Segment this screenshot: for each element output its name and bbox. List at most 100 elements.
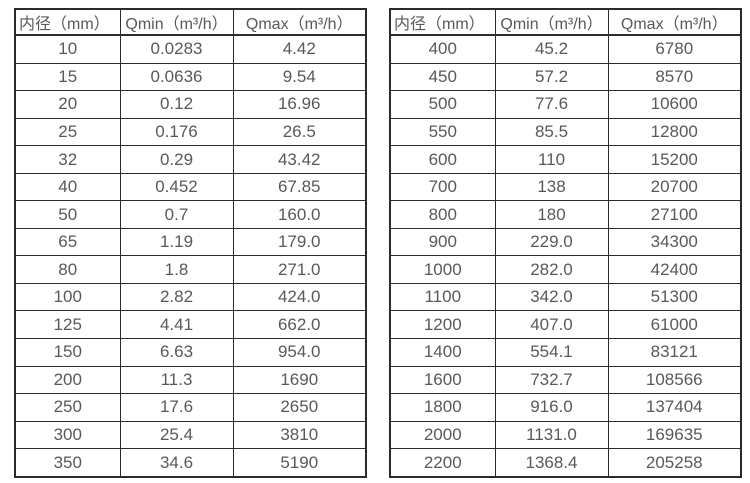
- table-cell: 229.0: [494, 227, 609, 257]
- table-cell: 500: [389, 90, 496, 119]
- table-cell: 1100: [389, 282, 496, 312]
- table-cell: 2000: [389, 420, 496, 450]
- table-row: 350 34.6 5190: [14, 448, 367, 478]
- table-row: 25 0.176 26.5: [14, 117, 367, 147]
- table-cell: 3810: [232, 420, 367, 450]
- table-cell: 125: [14, 310, 121, 339]
- table-row: 100 2.82 424.0: [14, 282, 367, 312]
- table-cell: 282.0: [494, 255, 609, 284]
- table-cell: 34300: [607, 227, 742, 257]
- header-row: 内径（mm） Qmin（m³/h） Qmax（m³/h）: [14, 8, 367, 36]
- table-cell: 15200: [607, 145, 742, 174]
- table-cell: 110: [494, 145, 609, 174]
- column-header: Qmin（m³/h）: [494, 8, 609, 36]
- table-cell: 0.12: [119, 90, 234, 119]
- table-cell: 300: [14, 420, 121, 450]
- table-cell: 1.8: [119, 255, 234, 284]
- table-cell: 20700: [607, 172, 742, 202]
- table-cell: 40: [14, 172, 121, 202]
- table-cell: 100: [14, 282, 121, 312]
- table-cell: 1000: [389, 255, 496, 284]
- table-cell: 5190: [232, 448, 367, 478]
- table-cell: 179.0: [232, 227, 367, 257]
- table-row: 1600 732.7 108566: [389, 365, 742, 395]
- table-row: 80 1.8 271.0: [14, 255, 367, 284]
- table-cell: 550: [389, 117, 496, 147]
- table-cell: 0.452: [119, 172, 234, 202]
- table-cell: 138: [494, 172, 609, 202]
- column-header: 内径（mm）: [14, 8, 121, 36]
- table-row: 400 45.2 6780: [389, 34, 742, 64]
- table-row: 300 25.4 3810: [14, 420, 367, 450]
- table-cell: 271.0: [232, 255, 367, 284]
- table-cell: 4.42: [232, 34, 367, 64]
- table-cell: 26.5: [232, 117, 367, 147]
- table-cell: 0.176: [119, 117, 234, 147]
- table-cell: 400: [389, 34, 496, 64]
- table-row: 150 6.63 954.0: [14, 338, 367, 367]
- table-cell: 1368.4: [494, 448, 609, 478]
- header-row: 内径（mm） Qmin（m³/h） Qmax（m³/h）: [389, 8, 742, 36]
- table-cell: 424.0: [232, 282, 367, 312]
- column-header: Qmin（m³/h）: [119, 8, 234, 36]
- table-cell: 51300: [607, 282, 742, 312]
- table-cell: 83121: [607, 338, 742, 367]
- column-header: 内径（mm）: [389, 8, 496, 36]
- table-cell: 200: [14, 365, 121, 395]
- table-cell: 10600: [607, 90, 742, 119]
- table-cell: 662.0: [232, 310, 367, 339]
- table-row: 450 57.2 8570: [389, 62, 742, 92]
- table-row: 15 0.0636 9.54: [14, 62, 367, 92]
- table-row: 900 229.0 34300: [389, 227, 742, 257]
- table-cell: 85.5: [494, 117, 609, 147]
- table-cell: 80: [14, 255, 121, 284]
- table-cell: 77.6: [494, 90, 609, 119]
- table-cell: 1.19: [119, 227, 234, 257]
- table-cell: 11.3: [119, 365, 234, 395]
- table-cell: 1400: [389, 338, 496, 367]
- table-cell: 916.0: [494, 393, 609, 422]
- table-cell: 1131.0: [494, 420, 609, 450]
- table-cell: 700: [389, 172, 496, 202]
- table-row: 600 110 15200: [389, 145, 742, 174]
- table-row: 700 138 20700: [389, 172, 742, 202]
- table-cell: 57.2: [494, 62, 609, 92]
- table-row: 65 1.19 179.0: [14, 227, 367, 257]
- table-cell: 169635: [607, 420, 742, 450]
- table-cell: 1200: [389, 310, 496, 339]
- table-cell: 0.7: [119, 200, 234, 229]
- table-cell: 150: [14, 338, 121, 367]
- table-row: 550 85.5 12800: [389, 117, 742, 147]
- table-cell: 34.6: [119, 448, 234, 478]
- table-cell: 6780: [607, 34, 742, 64]
- table-row: 1100 342.0 51300: [389, 282, 742, 312]
- table-row: 50 0.7 160.0: [14, 200, 367, 229]
- table-cell: 0.0636: [119, 62, 234, 92]
- table-row: 2000 1131.0 169635: [389, 420, 742, 450]
- table-row: 1200 407.0 61000: [389, 310, 742, 339]
- table-cell: 20: [14, 90, 121, 119]
- table-cell: 67.85: [232, 172, 367, 202]
- table-cell: 4.41: [119, 310, 234, 339]
- table-cell: 25: [14, 117, 121, 147]
- table-cell: 17.6: [119, 393, 234, 422]
- table-row: 800 180 27100: [389, 200, 742, 229]
- table-cell: 32: [14, 145, 121, 174]
- table-cell: 27100: [607, 200, 742, 229]
- table-cell: 350: [14, 448, 121, 478]
- table-cell: 2650: [232, 393, 367, 422]
- table-cell: 0.29: [119, 145, 234, 174]
- table-cell: 1690: [232, 365, 367, 395]
- table-cell: 180: [494, 200, 609, 229]
- table-row: 10 0.0283 4.42: [14, 34, 367, 64]
- table-cell: 43.42: [232, 145, 367, 174]
- table-cell: 342.0: [494, 282, 609, 312]
- flow-spec-table-small-diameters: 内径（mm） Qmin（m³/h） Qmax（m³/h） 10 0.0283 4.42 1…: [14, 8, 367, 478]
- table-row: 200 11.3 1690: [14, 365, 367, 395]
- table-row: 1000 282.0 42400: [389, 255, 742, 284]
- table-cell: 65: [14, 227, 121, 257]
- table-cell: 45.2: [494, 34, 609, 64]
- table-cell: 160.0: [232, 200, 367, 229]
- table-cell: 15: [14, 62, 121, 92]
